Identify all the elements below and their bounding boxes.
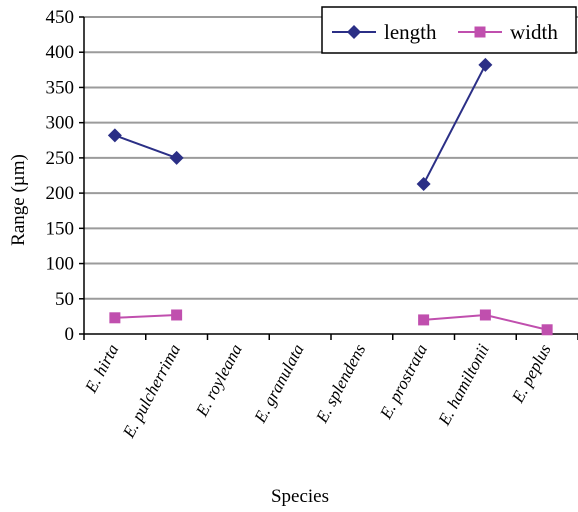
legend-box — [321, 6, 577, 54]
y-tick-label: 0 — [65, 324, 75, 345]
x-tick-label: E. splendens — [312, 341, 370, 427]
legend-marker-width — [474, 26, 486, 38]
y-tick-labels: 0 50 100 150 200 250 300 350 400 450 — [46, 7, 75, 345]
length-line-segment — [422, 64, 487, 185]
y-axis-title: Range (µm) — [8, 154, 29, 246]
y-tick-label: 400 — [46, 42, 75, 63]
width-line-segment — [114, 313, 177, 319]
legend-label-length: length — [384, 20, 437, 44]
y-tick-label: 300 — [46, 113, 75, 134]
grid-lines — [84, 16, 578, 300]
y-tick-label: 50 — [55, 289, 74, 310]
width-point — [109, 312, 121, 324]
legend: length width — [321, 6, 577, 54]
x-axis-title: Species — [271, 486, 329, 507]
series-lines — [114, 64, 548, 331]
y-tick-label: 250 — [46, 148, 75, 169]
y-tick-label: 150 — [46, 218, 75, 239]
x-tick-label: E. hirta — [81, 341, 123, 397]
length-point — [107, 128, 122, 143]
axes — [79, 16, 578, 340]
y-tick-label: 350 — [46, 77, 75, 98]
legend-marker-length — [347, 25, 361, 39]
y-tick-label: 200 — [46, 183, 75, 204]
length-point — [416, 176, 431, 191]
legend-label-width: width — [510, 20, 558, 44]
y-tick-label: 100 — [46, 254, 75, 275]
x-tick-label: E. royleana — [192, 341, 246, 420]
series-markers — [107, 57, 553, 336]
width-point — [418, 314, 430, 326]
width-point — [541, 324, 553, 336]
y-tick-label: 450 — [46, 7, 75, 28]
width-line-segment — [423, 313, 486, 321]
length-point — [478, 57, 493, 72]
width-line-segment — [485, 314, 548, 331]
x-tick-label: E. prostrata — [376, 341, 432, 423]
length-line-segment — [114, 134, 177, 159]
x-tick-label: E. pulcherrima — [119, 341, 185, 442]
x-tick-label: E. peplus — [508, 341, 555, 407]
width-point — [479, 309, 491, 321]
x-tick-label: E. hamiltonii — [434, 341, 493, 429]
length-point — [169, 150, 184, 165]
x-tick-label: E. granulata — [250, 341, 308, 427]
width-point — [171, 309, 183, 321]
